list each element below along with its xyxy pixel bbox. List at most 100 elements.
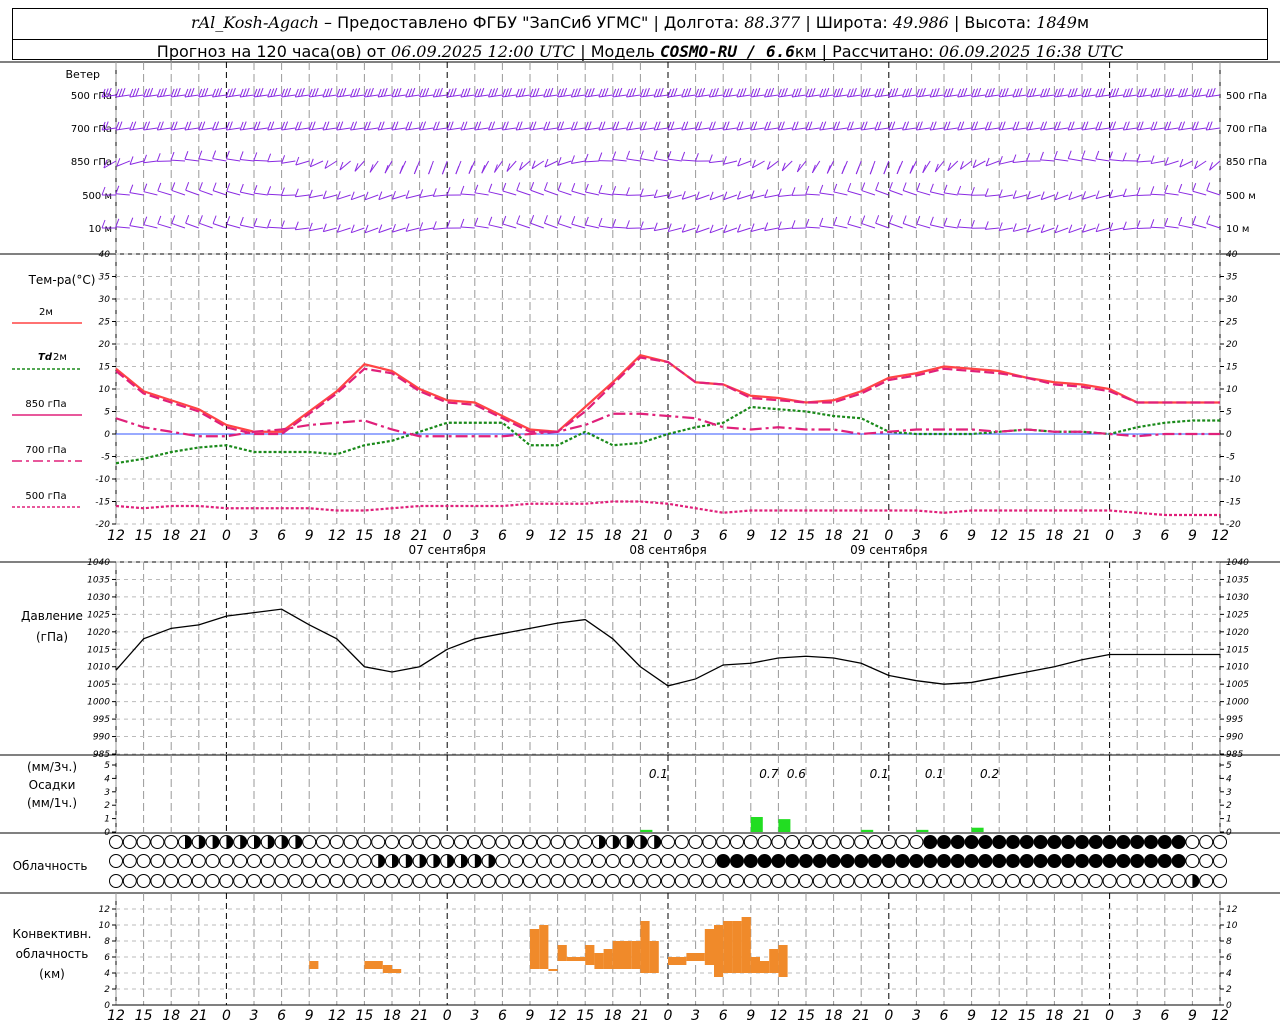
temp-xtick: 6 xyxy=(1160,528,1169,544)
wind-barb xyxy=(253,192,268,196)
wind-barb-feather xyxy=(891,88,896,97)
wind-barb-feather xyxy=(695,88,700,98)
conv-title-3: (км) xyxy=(39,967,65,981)
temp-xtick: 3 xyxy=(470,528,479,544)
wind-barb xyxy=(805,226,820,229)
wind-barb-feather xyxy=(101,121,106,131)
wind-barb-feather xyxy=(218,87,223,97)
cloud-cover-fill xyxy=(461,854,468,868)
wind-barb-feather xyxy=(225,88,230,98)
wind-barb-feather xyxy=(253,152,258,161)
wind-barb-feather xyxy=(653,222,658,231)
wind-barb xyxy=(1095,94,1110,98)
temp-xtick: 6 xyxy=(277,528,286,544)
wind-barb-feather xyxy=(1164,88,1169,98)
pressure-ylabel-right: 1020 xyxy=(1226,628,1249,638)
temp-xtick: 15 xyxy=(355,528,373,544)
wind-barb-feather xyxy=(998,222,1003,231)
wind-barb-feather xyxy=(212,215,217,224)
wind-barb-feather xyxy=(656,88,661,97)
wind-barb-feather xyxy=(1018,87,1023,97)
cloud-cover-circle xyxy=(1130,874,1145,888)
cloud-cover-circle xyxy=(633,854,648,868)
wind-barb xyxy=(1137,127,1152,131)
wind-barb-feather xyxy=(935,87,940,97)
cloud-cover-circle xyxy=(1061,835,1076,849)
wind-barb-feather xyxy=(1178,183,1183,193)
wind-barb xyxy=(516,127,531,131)
wind-barb-feather xyxy=(322,223,327,232)
wind-barb-feather xyxy=(488,183,493,192)
wind-barb-feather xyxy=(880,87,885,97)
conv-cloud-bar xyxy=(760,961,770,973)
wind-barb-feather xyxy=(143,183,148,192)
wind-barb-feather xyxy=(1073,87,1078,97)
wind-barb-feather xyxy=(1167,88,1172,97)
wind-barb xyxy=(295,194,310,198)
wind-barb-feather xyxy=(184,151,189,160)
wind-barb-feather xyxy=(1070,121,1075,130)
wind-barb xyxy=(585,127,600,131)
wind-barb-feather xyxy=(239,183,244,193)
conv-cloud-bar xyxy=(640,921,650,973)
wind-barb xyxy=(943,94,958,98)
wind-barb-feather xyxy=(598,184,603,194)
cloud-cover-circle xyxy=(1171,874,1186,888)
cloud-cover-circle xyxy=(1033,835,1048,849)
wind-barb-feather xyxy=(590,87,595,97)
cloud-cover-fill xyxy=(599,835,606,849)
wind-barb-feather xyxy=(915,121,920,131)
wind-barb-feather xyxy=(667,190,672,199)
wind-barb xyxy=(474,127,489,131)
wind-barb xyxy=(267,127,282,131)
wind-barb-feather xyxy=(1178,121,1183,131)
wind-barb xyxy=(640,94,655,98)
wind-barb xyxy=(1123,94,1138,98)
wind-barb-feather xyxy=(1081,88,1086,98)
precip-unit-3h: (мм/3ч.) xyxy=(27,760,77,774)
temp-xtick: 18 xyxy=(162,528,180,544)
wind-barb-feather xyxy=(267,121,272,131)
wind-barb-feather xyxy=(239,88,244,98)
wind-barb xyxy=(460,127,475,131)
wind-barb-feather xyxy=(825,87,830,97)
wind-barb-feather xyxy=(736,224,741,233)
wind-barb-feather xyxy=(571,182,576,192)
wind-barb xyxy=(102,127,117,131)
bottom-xtick: 18 xyxy=(1045,1008,1063,1024)
wind-barb-feather xyxy=(998,189,1003,198)
wind-barb-feather xyxy=(905,121,910,130)
cloud-cover-circle xyxy=(550,835,565,849)
wind-barb-feather xyxy=(1179,158,1184,168)
wind-barb-feather xyxy=(212,88,217,98)
wind-barb-feather xyxy=(998,156,1003,165)
wind-barb xyxy=(157,190,172,196)
wind-barb-feather xyxy=(493,164,498,173)
wind-barb xyxy=(947,160,959,172)
wind-barb xyxy=(474,225,489,229)
wind-barb-feather xyxy=(1109,121,1114,131)
altitude-label: | Высота: xyxy=(953,13,1032,32)
cloud-cover-circle xyxy=(647,854,662,868)
wind-barb-feather xyxy=(794,121,799,130)
wind-barb-feather xyxy=(1082,191,1086,200)
wind-barb-feather xyxy=(653,189,658,198)
pressure-ylabel-right: 995 xyxy=(1226,715,1243,725)
wind-barb-feather xyxy=(916,215,921,225)
temp-xtick: 0 xyxy=(1105,528,1114,544)
wind-barb-feather xyxy=(156,153,161,162)
bottom-xtick: 0 xyxy=(1105,1008,1114,1024)
wind-barb xyxy=(226,94,241,98)
wind-barb xyxy=(930,191,945,196)
wind-barb xyxy=(654,227,669,232)
wind-barb-feather xyxy=(466,87,471,97)
wind-barb-feather xyxy=(226,183,231,192)
wind-barb-feather xyxy=(294,221,299,230)
wind-barb xyxy=(667,94,682,98)
wind-barb xyxy=(1012,94,1027,98)
wind-barb-feather xyxy=(314,87,319,97)
wind-barb xyxy=(115,193,130,196)
wind-barb-feather xyxy=(560,121,565,130)
cloud-cover-fill xyxy=(1192,874,1199,888)
wind-barb-feather xyxy=(629,121,634,130)
